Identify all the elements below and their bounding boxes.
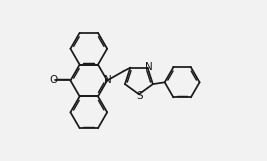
Text: O: O xyxy=(49,76,58,85)
Text: N: N xyxy=(145,62,152,72)
Text: N: N xyxy=(104,76,112,85)
Text: S: S xyxy=(136,90,143,100)
